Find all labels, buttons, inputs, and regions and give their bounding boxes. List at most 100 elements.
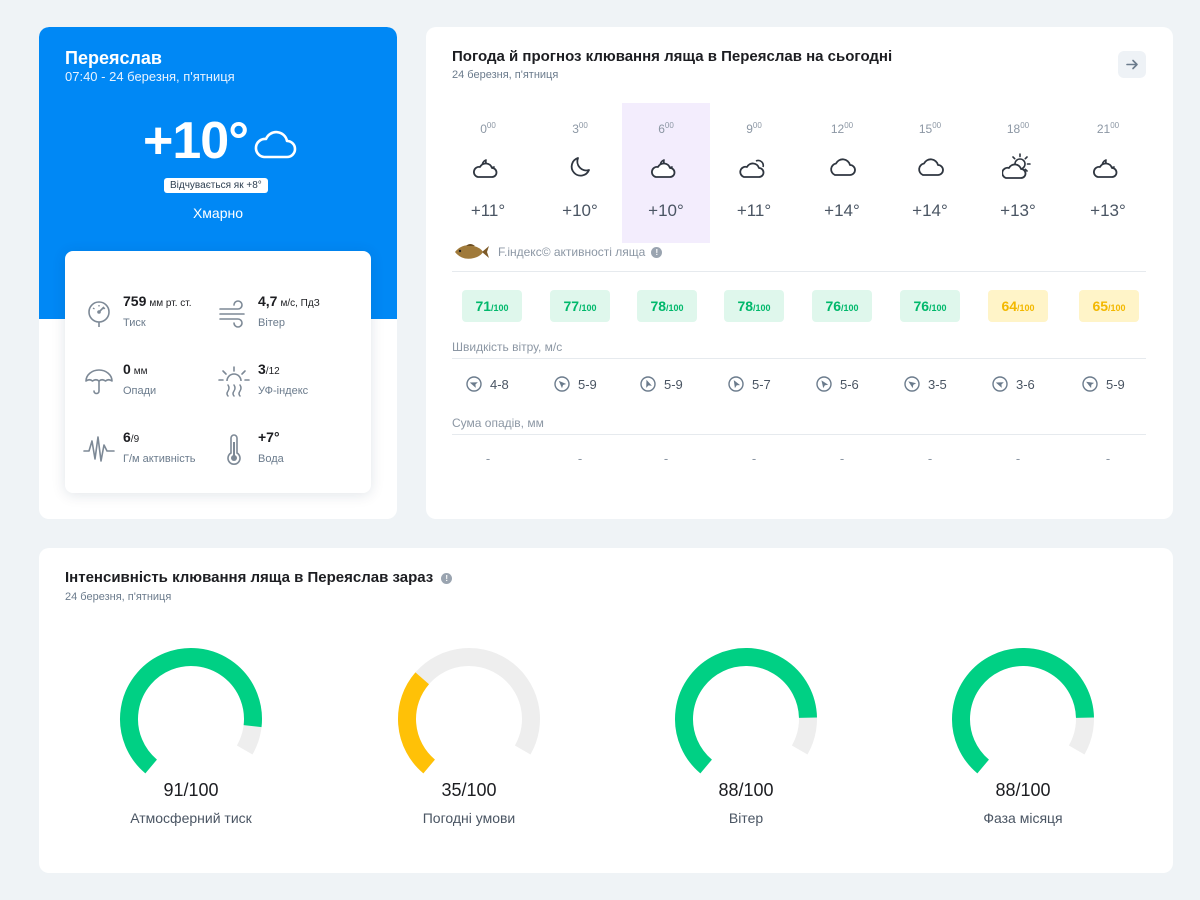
wind-speed-value: 5-9	[664, 377, 683, 392]
pulse-icon	[83, 436, 115, 462]
hour-column[interactable]: 1800 +13°	[974, 103, 1062, 243]
activity-index-badge: 71/100	[462, 290, 522, 322]
feels-like-badge: Відчувається як +8°	[164, 178, 268, 193]
hour-temperature: +13°	[1000, 201, 1036, 220]
gauge-value: 91/100	[163, 780, 219, 800]
param-geomagnetic: 6/9 Г/м активність	[83, 429, 233, 469]
activity-index-max: /100	[841, 303, 859, 313]
gauge-arc	[952, 648, 1094, 774]
forecast-date: 24 березня, п'ятниця	[452, 69, 559, 81]
hour-column[interactable]: 300 +10°	[536, 103, 624, 243]
activity-index-badge: 65/100	[1079, 290, 1139, 322]
activity-index-max: /100	[753, 303, 771, 313]
geomagnetic-unit: /9	[130, 434, 140, 445]
hour-column[interactable]: 000 +11°	[444, 103, 532, 243]
hour-minutes: 00	[1110, 121, 1120, 130]
hour-minutes: 00	[578, 121, 588, 130]
forecast-title: Погода й прогноз клювання ляща в Переясл…	[452, 48, 893, 65]
current-condition: Хмарно	[192, 205, 244, 221]
wind-direction-icon	[640, 376, 656, 392]
activity-index-badge: 76/100	[812, 290, 872, 322]
activity-index-badge: 78/100	[724, 290, 784, 322]
activity-index-value: 64	[1001, 298, 1018, 314]
wind-direction-icon	[554, 376, 570, 392]
umbrella-icon	[85, 369, 113, 395]
wind-speed: 3-6	[992, 376, 1035, 394]
intensity-date: 24 березня, п'ятниця	[65, 591, 172, 603]
current-weather-card: Переяслав 07:40 - 24 березня, п'ятниця +…	[39, 27, 397, 519]
cloud-icon	[254, 130, 297, 159]
hour-column[interactable]: 600 +10°	[622, 103, 710, 243]
precip-sum-value: -	[1105, 451, 1111, 466]
hour-value: 15	[918, 122, 933, 136]
hour-minutes: 00	[844, 121, 854, 130]
hour-temperature: +14°	[824, 201, 860, 220]
hour-value: 3	[572, 122, 579, 136]
activity-index-max: /100	[579, 303, 597, 313]
hour-value: 0	[480, 122, 487, 136]
hour-label: 900	[710, 121, 798, 136]
activity-index-badge: 76/100	[900, 290, 960, 322]
wind-speed-value: 5-7	[752, 377, 771, 392]
hour-label: 1200	[798, 121, 886, 136]
wind-icon	[219, 300, 245, 328]
activity-index-badge: 78/100	[637, 290, 697, 322]
precip-sum-value: -	[577, 451, 583, 466]
activity-index-value: 65	[1092, 298, 1109, 314]
sun-cloud-icon	[1002, 153, 1031, 179]
wind-speed: 5-7	[728, 376, 771, 394]
param-water: +7° Вода	[218, 429, 368, 469]
divider	[452, 434, 1146, 435]
hour-temperature: +10°	[648, 201, 684, 220]
hour-value: 21	[1096, 122, 1111, 136]
cloud-icon	[830, 158, 856, 176]
hour-minutes: 00	[932, 121, 942, 130]
hour-value: 6	[658, 122, 665, 136]
wind-label: Вітер	[258, 317, 285, 329]
uv-value: 3	[258, 361, 266, 377]
hour-column[interactable]: 900 +11°	[710, 103, 798, 243]
activity-index-max: /100	[929, 303, 947, 313]
wind-direction-icon	[904, 376, 920, 392]
info-icon[interactable]: !	[651, 247, 663, 258]
activity-index-max: /100	[1108, 303, 1126, 313]
activity-index-value: 76	[913, 298, 930, 314]
divider	[452, 271, 1146, 272]
wind-speed: 5-9	[640, 376, 683, 394]
gauge-fill	[952, 648, 1094, 774]
wind-unit: м/с, ПдЗ	[280, 298, 320, 309]
thermometer-icon	[227, 434, 241, 465]
hour-label: 1500	[886, 121, 974, 136]
precip-sum-value: -	[1015, 451, 1021, 466]
gauge-label: Погодні умови	[422, 810, 516, 826]
next-button[interactable]	[1118, 51, 1146, 78]
gauge-value: 88/100	[718, 780, 774, 800]
info-icon[interactable]: !	[441, 573, 453, 584]
pressure-unit: мм рт. ст.	[149, 298, 192, 309]
hour-column[interactable]: 1500 +14°	[886, 103, 974, 243]
water-value: +7°	[258, 429, 280, 445]
hour-value: 9	[746, 122, 753, 136]
activity-index-value: 76	[825, 298, 842, 314]
precip-sum-value: -	[663, 451, 669, 466]
precip-value: 0	[123, 361, 131, 377]
hour-column[interactable]: 1200 +14°	[798, 103, 886, 243]
precip-sum-value: -	[485, 451, 491, 466]
intensity-gauge: 88/100 Фаза місяця	[943, 644, 1103, 844]
activity-index-max: /100	[491, 303, 509, 313]
wind-direction-icon	[466, 376, 482, 392]
uv-sun-icon	[218, 366, 250, 397]
wind-speed-value: 4-8	[490, 377, 509, 392]
wind-speed-value: 5-6	[840, 377, 859, 392]
param-pressure: 759 мм рт. ст. Тиск	[83, 293, 233, 333]
hour-minutes: 00	[752, 121, 762, 130]
intensity-gauge: 88/100 Вітер	[666, 644, 826, 844]
precip-label: Опади	[123, 385, 157, 397]
wind-value: 4,7	[258, 293, 278, 309]
param-uv: 3/12 УФ-індекс	[218, 361, 368, 401]
activity-index-label: F.індекс© активності ляща	[498, 245, 646, 259]
cloud-icon	[918, 158, 944, 176]
current-datetime: 07:40 - 24 березня, п'ятниця	[65, 69, 235, 84]
current-params-panel: 759 мм рт. ст. Тиск 4,7 м/с, ПдЗ Вітер 0 мм…	[65, 251, 371, 493]
hour-column[interactable]: 2100 +13°	[1064, 103, 1152, 243]
